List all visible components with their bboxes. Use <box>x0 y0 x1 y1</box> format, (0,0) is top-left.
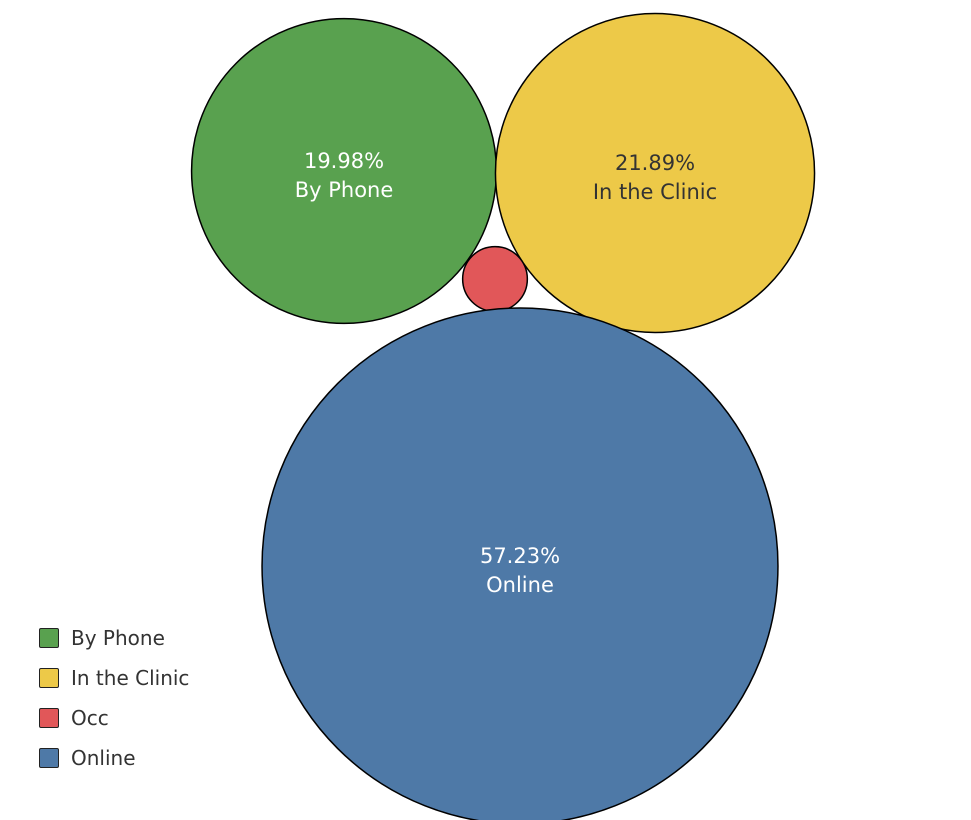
legend-swatch <box>39 708 59 728</box>
bubble-value-label-online: 57.23% <box>480 544 560 568</box>
legend-item-occ[interactable]: Occ <box>39 698 189 738</box>
legend-swatch <box>39 628 59 648</box>
legend-swatch <box>39 748 59 768</box>
legend-swatch <box>39 668 59 688</box>
legend-item-online[interactable]: Online <box>39 738 189 778</box>
bubble-occ[interactable] <box>461 245 529 313</box>
legend-label: Occ <box>71 706 109 730</box>
legend-label: Online <box>71 746 136 770</box>
legend-item-in-the-clinic[interactable]: In the Clinic <box>39 658 189 698</box>
bubble-online[interactable] <box>261 307 779 820</box>
bubble-value-label-in-the-clinic: 21.89% <box>615 151 695 175</box>
bubble-in-the-clinic[interactable] <box>494 12 816 334</box>
bubble-category-label-in-the-clinic: In the Clinic <box>593 180 717 204</box>
legend-label: By Phone <box>71 626 165 650</box>
bubble-category-label-by-phone: By Phone <box>295 178 394 202</box>
legend-item-by-phone[interactable]: By Phone <box>39 618 189 658</box>
legend-label: In the Clinic <box>71 666 190 690</box>
bubble-value-label-by-phone: 19.98% <box>304 149 384 173</box>
legend: By Phone In the Clinic Occ Online <box>39 618 189 778</box>
bubble-category-label-online: Online <box>486 573 554 597</box>
